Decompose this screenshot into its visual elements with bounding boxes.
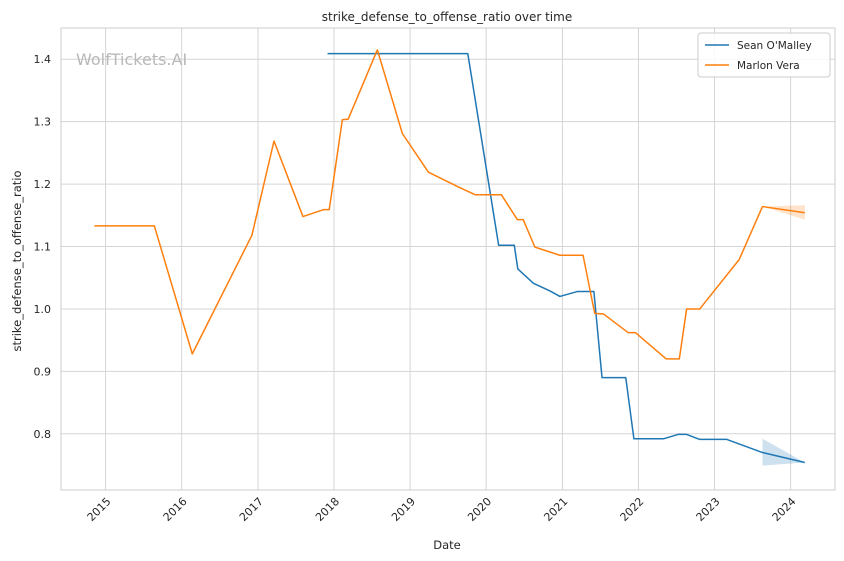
chart-title: strike_defense_to_offense_ratio over tim… (322, 10, 572, 24)
y-tick-label: 1.2 (34, 178, 52, 191)
series-line-sean-o-malley (327, 52, 805, 464)
y-tick-label: 1.0 (34, 303, 52, 316)
grid-lines (61, 28, 835, 490)
confidence-bands (762, 205, 805, 466)
plot-frame (60, 27, 836, 491)
series-lines (94, 49, 805, 464)
x-axis-title: Date (433, 538, 461, 552)
legend: Sean O'Malley Marlon Vera (697, 32, 831, 78)
y-tick-label: 0.9 (34, 365, 52, 378)
y-tick-label: 1.3 (34, 116, 52, 129)
confidence-band-marlon-vera (762, 205, 805, 220)
series-line-marlon-vera (94, 49, 805, 360)
y-tick-label: 1.4 (34, 53, 52, 66)
y-tick-label: 0.8 (34, 428, 52, 441)
confidence-band-sean-o-malley (762, 438, 805, 466)
y-axis-title: strike_defense_to_offense_ratio (10, 170, 24, 351)
y-tick-labels: 0.8 0.9 1.0 1.1 1.2 1.3 1.4 (34, 53, 52, 441)
legend-label-sean-omalley: Sean O'Malley (737, 40, 812, 52)
legend-label-marlon-vera: Marlon Vera (737, 60, 800, 72)
watermark: WolfTickets.AI (76, 50, 187, 69)
legend-box (697, 32, 831, 78)
y-tick-label: 1.1 (34, 241, 52, 254)
